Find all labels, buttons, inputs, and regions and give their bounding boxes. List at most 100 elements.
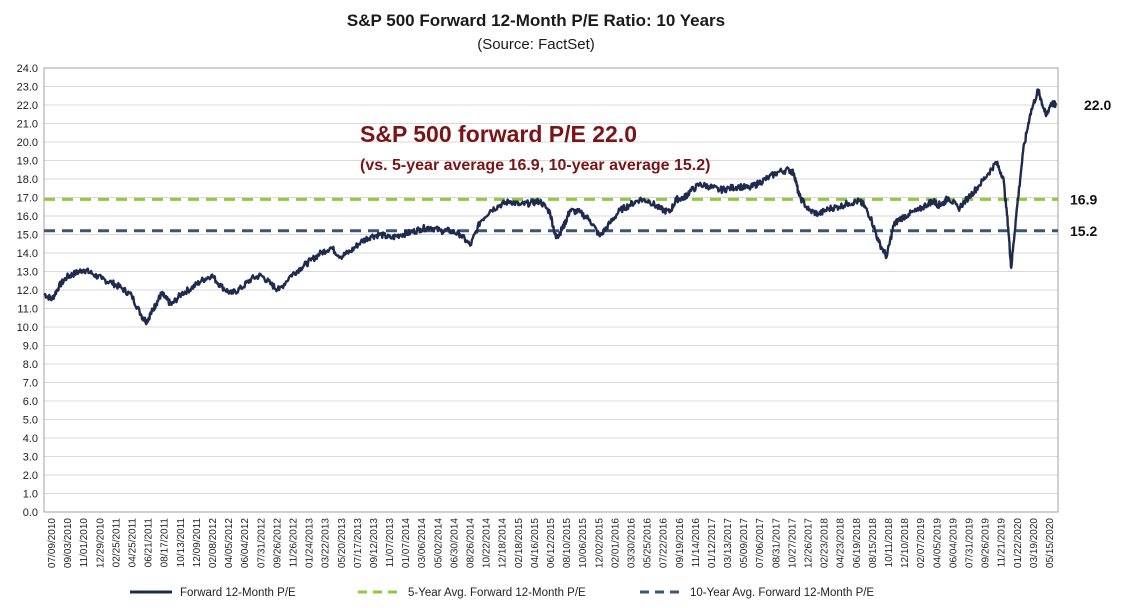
y-tick-label: 1.0 [23,489,38,501]
x-tick-label: 04/23/2018 [836,518,847,568]
x-tick-label: 08/31/2017 [771,518,782,568]
y-tick-label: 14.0 [17,248,38,260]
x-tick-label: 03/13/2017 [723,518,734,568]
x-tick-label: 10/13/2011 [176,518,187,568]
x-tick-label: 05/20/2013 [337,518,348,568]
y-tick-label: 10.0 [17,322,38,334]
x-tick-label: 09/26/2012 [272,518,283,568]
y-tick-label: 17.0 [17,193,38,205]
x-tick-label: 04/25/2011 [128,518,139,568]
ten-year-average-label: 15.2 [1070,223,1097,239]
x-tick-label: 07/31/2019 [964,518,975,568]
x-tick-label: 03/06/2014 [417,518,428,568]
current-pe-label: 22.0 [1084,97,1111,113]
x-tick-label: 02/18/2015 [514,518,525,568]
x-tick-label: 09/03/2010 [63,518,74,568]
annotation-detail: (vs. 5-year average 16.9, 10-year averag… [360,157,710,174]
plot-area-border [43,67,1059,513]
y-tick-label: 12.0 [17,285,38,297]
x-tick-label: 01/12/2017 [707,518,718,568]
x-tick-label: 11/21/2019 [997,518,1008,568]
x-tick-label: 07/09/2010 [47,518,58,568]
y-tick-label: 22.0 [17,100,38,112]
x-tick-label: 08/15/2018 [868,518,879,568]
y-tick-label: 19.0 [17,156,38,168]
x-tick-label: 08/10/2015 [562,518,573,568]
x-tick-label: 06/04/2019 [948,518,959,568]
x-tick-label: 08/26/2014 [466,518,477,568]
x-tick-label: 12/26/2017 [804,518,815,568]
x-tick-label: 01/22/2020 [1013,518,1024,568]
x-tick-label: 04/05/2012 [224,518,235,568]
y-axis-ticks: 0.0 1.0 2.0 3.0 4.0 5.0 6.0 7.0 8.0 9.0 10.0 11.0 12… [17,63,38,519]
x-tick-label: 11/01/2010 [79,518,90,568]
x-tick-label: 01/24/2013 [305,518,316,568]
x-tick-label: 12/29/2010 [95,518,106,568]
x-tick-label: 03/19/2020 [1029,518,1040,568]
x-tick-label: 06/19/2018 [852,518,863,568]
chart-title: S&P 500 Forward 12-Month P/E Ratio: 10 Y… [347,11,725,30]
y-tick-label: 20.0 [17,137,38,149]
x-tick-label: 03/30/2016 [626,518,637,568]
x-tick-label: 11/14/2016 [691,518,702,568]
y-tick-label: 0.0 [23,507,38,519]
x-tick-label: 04/16/2015 [530,518,541,568]
x-axis-ticks: 07/09/2010 09/03/2010 11/01/2010 12/29/2010… [47,518,1056,568]
y-tick-label: 23.0 [17,82,38,94]
y-tick-label: 13.0 [17,267,38,279]
y-tick-label: 6.0 [23,396,38,408]
x-tick-label: 02/01/2016 [610,518,621,568]
x-tick-label: 11/26/2012 [288,518,299,568]
x-tick-label: 02/25/2011 [111,518,122,568]
x-tick-label: 01/07/2014 [401,518,412,568]
x-tick-label: 02/07/2019 [916,518,927,568]
x-tick-label: 05/15/2020 [1045,518,1056,568]
legend-label-ten-year: 10-Year Avg. Forward 12-Month P/E [690,587,874,599]
x-tick-label: 07/31/2012 [256,518,267,568]
forward-pe-line [43,88,1058,326]
x-tick-label: 06/04/2012 [240,518,251,568]
x-tick-label: 04/05/2019 [932,518,943,568]
x-tick-label: 09/12/2013 [369,518,380,568]
x-tick-label: 09/26/2019 [981,518,992,568]
y-tick-label: 21.0 [17,119,38,131]
x-tick-label: 12/18/2014 [498,518,509,568]
x-tick-label: 11/07/2013 [385,518,396,568]
x-tick-label: 02/23/2018 [820,518,831,568]
x-tick-label: 10/27/2017 [787,518,798,568]
legend-label-five-year: 5-Year Avg. Forward 12-Month P/E [408,587,586,599]
x-tick-label: 05/09/2017 [739,518,750,568]
x-tick-label: 05/02/2014 [433,518,444,568]
y-tick-label: 18.0 [17,174,38,186]
y-tick-label: 15.0 [17,230,38,242]
x-tick-label: 12/02/2015 [594,518,605,568]
five-year-average-label: 16.9 [1070,191,1097,207]
x-tick-label: 12/10/2018 [900,518,911,568]
x-tick-label: 06/12/2015 [546,518,557,568]
y-tick-label: 8.0 [23,359,38,371]
y-tick-label: 16.0 [17,211,38,223]
x-tick-label: 10/11/2018 [884,518,895,568]
y-tick-label: 3.0 [23,452,38,464]
annotation-headline: S&P 500 forward P/E 22.0 [360,121,637,147]
x-tick-label: 10/22/2014 [482,518,493,568]
y-tick-label: 11.0 [17,304,38,316]
y-tick-label: 2.0 [23,470,38,482]
x-tick-label: 02/08/2012 [208,518,219,568]
legend: Forward 12-Month P/E 5-Year Avg. Forward… [130,587,874,599]
x-tick-label: 12/09/2011 [192,518,203,568]
x-tick-label: 08/17/2011 [160,518,171,568]
x-tick-label: 07/17/2013 [353,518,364,568]
legend-label-pe: Forward 12-Month P/E [180,587,296,599]
x-tick-label: 10/06/2015 [578,518,589,568]
y-tick-label: 7.0 [23,378,38,390]
x-tick-label: 07/22/2016 [659,518,670,568]
chart-subtitle: (Source: FactSet) [477,36,595,53]
x-tick-label: 07/06/2017 [755,518,766,568]
y-tick-label: 5.0 [23,415,38,427]
x-tick-label: 03/22/2013 [321,518,332,568]
x-tick-label: 05/25/2016 [643,518,654,568]
x-tick-label: 06/30/2014 [449,518,460,568]
y-tick-label: 24.0 [17,63,38,75]
